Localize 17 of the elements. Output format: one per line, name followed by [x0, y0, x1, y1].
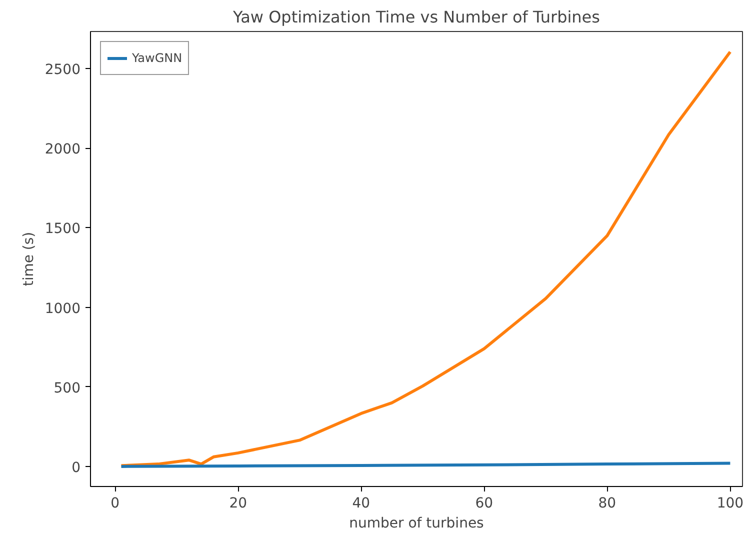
x-tick-label: 80: [598, 496, 616, 512]
y-tick-label: 2000: [44, 142, 81, 158]
y-tick-label: 0: [72, 460, 81, 476]
x-tick-label: 0: [110, 496, 120, 512]
x-tick-label: 100: [716, 496, 744, 512]
x-tick-label: 20: [229, 496, 248, 512]
y-tick-label: 500: [54, 380, 81, 396]
x-tick-label: 40: [352, 496, 370, 512]
y-axis-title: time (s): [20, 232, 37, 286]
x-tick-label: 60: [475, 496, 494, 512]
line-series: [120, 50, 732, 468]
legend-label: YawGNN: [132, 51, 182, 65]
y-tick-label: 1000: [44, 300, 81, 317]
y-tick-label: 2500: [44, 62, 81, 78]
y-tick-label: 1500: [44, 221, 81, 238]
x-axis-title: number of turbines: [349, 516, 484, 532]
chart-title: Yaw Optimization Time vs Number of Turbines: [232, 8, 600, 26]
